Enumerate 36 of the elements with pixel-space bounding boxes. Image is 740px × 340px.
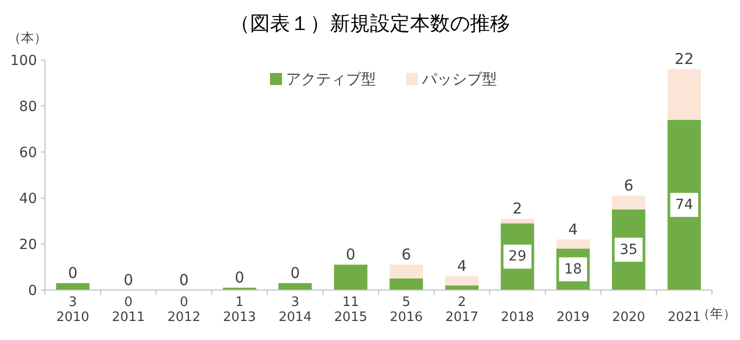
- x-tick-label: 2012: [167, 310, 201, 325]
- data-label: 3: [290, 295, 300, 310]
- data-label: 1: [235, 295, 244, 310]
- data-label: 4: [457, 257, 467, 276]
- x-tick-label: 2018: [500, 310, 534, 325]
- data-label: 2: [458, 295, 466, 310]
- data-label: 3: [68, 295, 77, 310]
- data-label: 4: [568, 220, 578, 238]
- data-label: 2: [512, 200, 522, 218]
- data-label: 5: [402, 295, 410, 310]
- x-tick-label: 2021: [668, 310, 701, 325]
- data-label: 0: [179, 271, 189, 289]
- x-tick-label: 2013: [222, 310, 256, 325]
- chart-title: （図表１）新規設定本数の推移: [230, 11, 510, 35]
- data-label: 0: [180, 295, 188, 310]
- data-label: 0: [124, 295, 133, 310]
- data-label: 0: [68, 264, 78, 282]
- data-label: 0: [234, 268, 244, 287]
- x-tick-label: 2019: [556, 310, 590, 325]
- x-tick-label: 2020: [612, 310, 646, 325]
- data-label: 6: [624, 176, 634, 195]
- legend-label: アクティブ型: [286, 70, 376, 88]
- x-tick-label: 2015: [334, 310, 368, 325]
- y-axis-title: （本）: [8, 31, 47, 46]
- legend-label: パッシブ型: [421, 70, 497, 88]
- data-label: 22: [674, 50, 694, 68]
- data-label: 0: [290, 264, 300, 282]
- data-label: 11: [342, 295, 359, 310]
- data-label: 0: [124, 271, 134, 289]
- x-tick-label: 2010: [56, 310, 90, 325]
- x-tick-label: 2014: [278, 310, 312, 325]
- data-label: 0: [346, 246, 356, 264]
- x-tick-label: 2016: [390, 310, 423, 325]
- data-label: 6: [402, 246, 412, 264]
- x-tick-label: 2011: [112, 310, 145, 325]
- x-tick-label: 2017: [445, 310, 478, 325]
